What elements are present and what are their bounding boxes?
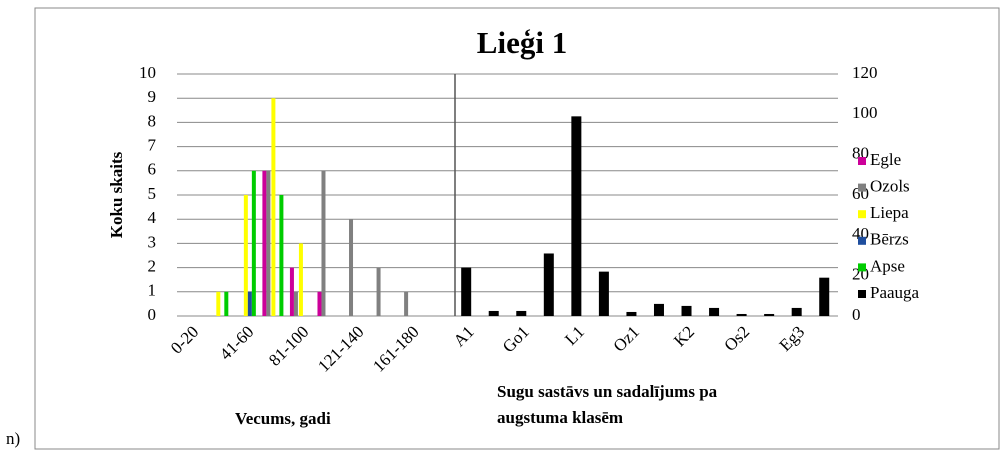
legend-swatch bbox=[858, 236, 866, 245]
bar bbox=[298, 243, 303, 316]
bar bbox=[709, 307, 720, 316]
legend-label: Bērzs bbox=[870, 230, 909, 249]
y-tick-label: 3 bbox=[148, 232, 157, 251]
chart-frame bbox=[34, 7, 1000, 450]
bar bbox=[279, 195, 284, 316]
bar bbox=[516, 310, 527, 316]
bar bbox=[819, 277, 830, 316]
y-tick-label: 1 bbox=[148, 281, 157, 300]
bar bbox=[681, 305, 692, 316]
bar bbox=[376, 267, 381, 316]
y2-tick-label: 100 bbox=[852, 103, 878, 122]
y-tick-label: 7 bbox=[148, 136, 157, 155]
bar bbox=[461, 267, 472, 316]
bar bbox=[653, 303, 664, 316]
bar bbox=[736, 313, 747, 316]
y-tick-label: 8 bbox=[148, 111, 157, 130]
y-tick-label: 4 bbox=[148, 208, 157, 227]
y2-tick-label: 0 bbox=[852, 305, 861, 324]
y-tick-label: 10 bbox=[139, 63, 156, 82]
legend-label: Egle bbox=[870, 150, 901, 169]
bar bbox=[791, 307, 802, 316]
bar bbox=[404, 291, 409, 316]
chart-title: Lieģi 1 bbox=[477, 25, 567, 60]
bar bbox=[626, 311, 637, 316]
bar bbox=[271, 98, 276, 316]
legend-swatch bbox=[858, 263, 866, 272]
legend-swatch bbox=[858, 183, 866, 192]
bar bbox=[293, 291, 298, 316]
bar bbox=[598, 271, 609, 316]
bar bbox=[488, 310, 499, 316]
y-tick-label: 9 bbox=[148, 87, 157, 106]
y-tick-label: 0 bbox=[148, 305, 157, 324]
bar bbox=[317, 291, 322, 316]
bar bbox=[349, 219, 354, 316]
bar bbox=[543, 253, 554, 316]
bar bbox=[224, 291, 229, 316]
legend-label: Apse bbox=[870, 256, 905, 275]
x-axis-title-right: augstuma klasēm bbox=[497, 408, 623, 427]
bar bbox=[321, 170, 326, 316]
legend-swatch bbox=[858, 290, 866, 298]
bar bbox=[289, 267, 294, 316]
legend-swatch bbox=[858, 210, 866, 219]
legend-label: Liepa bbox=[870, 203, 909, 222]
y-axis-title: Koku skaits bbox=[107, 151, 126, 238]
legend-label: Ozols bbox=[870, 177, 910, 196]
bar bbox=[247, 291, 252, 316]
bar bbox=[266, 170, 271, 316]
y-tick-label: 6 bbox=[148, 160, 157, 179]
legend-swatch bbox=[858, 157, 866, 165]
y-tick-label: 2 bbox=[148, 257, 157, 276]
bar bbox=[262, 170, 267, 316]
y-tick-label: 5 bbox=[148, 184, 157, 203]
bar bbox=[251, 170, 256, 316]
bar bbox=[216, 291, 221, 316]
bar bbox=[764, 313, 775, 316]
caption: n) bbox=[6, 429, 20, 448]
x-axis-title: Vecums, gadi bbox=[235, 409, 331, 428]
legend-label: Paauga bbox=[870, 283, 920, 302]
x-axis-title-right: Sugu sastāvs un sadalījums pa bbox=[497, 382, 718, 401]
bar bbox=[243, 195, 248, 316]
bar bbox=[571, 116, 582, 316]
y2-tick-label: 120 bbox=[852, 63, 878, 82]
